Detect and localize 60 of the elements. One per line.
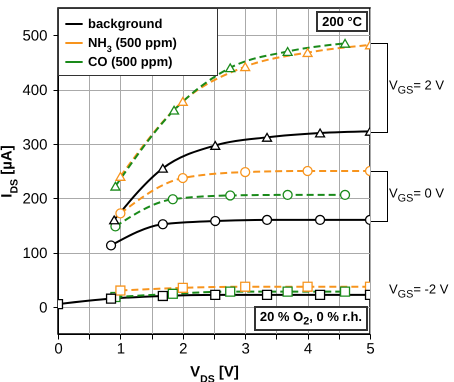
point bbox=[340, 190, 350, 200]
point bbox=[168, 106, 180, 115]
point bbox=[262, 132, 272, 142]
legend-label: NH$_{3}$ (500 ppm) bbox=[88, 35, 177, 54]
point bbox=[168, 194, 178, 204]
text: V$_{GS}$= -2 V bbox=[389, 282, 448, 300]
legend-label: background bbox=[88, 16, 162, 31]
y-tick-label: 300 bbox=[22, 136, 48, 154]
point bbox=[340, 38, 350, 48]
point bbox=[314, 214, 326, 226]
point bbox=[210, 216, 220, 226]
y-tick-label: 0 bbox=[39, 299, 48, 316]
point bbox=[158, 164, 168, 173]
point bbox=[240, 62, 250, 72]
point bbox=[262, 214, 272, 226]
x-tick-label: 1 bbox=[116, 340, 126, 358]
point bbox=[106, 294, 116, 304]
text: V$_{GS}$= 0 V bbox=[389, 186, 444, 205]
point bbox=[225, 190, 236, 201]
point bbox=[240, 166, 250, 178]
y-tick-label: 200 bbox=[22, 190, 48, 208]
point bbox=[302, 166, 313, 176]
annotation: 20 % O$_{2}$, 0 % r.h. bbox=[254, 306, 368, 331]
point bbox=[314, 290, 326, 300]
x-tick-label: 0 bbox=[54, 340, 63, 358]
y-tick-label: 400 bbox=[22, 82, 48, 99]
point bbox=[115, 172, 126, 181]
point bbox=[178, 96, 188, 106]
y-tick-label: 500 bbox=[22, 28, 48, 45]
point bbox=[262, 290, 272, 300]
point bbox=[302, 282, 313, 292]
point bbox=[106, 240, 116, 251]
point bbox=[115, 208, 126, 218]
x-tick-label: 5 bbox=[366, 340, 375, 358]
point bbox=[225, 63, 236, 72]
point bbox=[210, 290, 220, 300]
text: V$_{GS}$= 2 V bbox=[389, 78, 444, 97]
point bbox=[225, 286, 236, 297]
point bbox=[168, 288, 178, 299]
point bbox=[340, 286, 350, 297]
point bbox=[178, 282, 188, 293]
annotation: 200 °C bbox=[316, 11, 368, 32]
point bbox=[240, 282, 250, 292]
point bbox=[158, 219, 168, 230]
point bbox=[302, 48, 313, 58]
point bbox=[314, 128, 326, 138]
point bbox=[178, 172, 188, 184]
point bbox=[158, 290, 168, 302]
x-tick-label: 4 bbox=[304, 340, 312, 358]
x-tick-label: 2 bbox=[179, 340, 188, 358]
point bbox=[282, 46, 293, 56]
point bbox=[110, 182, 121, 191]
legend-label: CO (500 ppm) bbox=[88, 54, 173, 69]
point bbox=[282, 286, 293, 297]
point bbox=[282, 190, 293, 200]
y-tick-label: 100 bbox=[22, 245, 48, 262]
point bbox=[109, 215, 120, 224]
point bbox=[210, 140, 220, 150]
point bbox=[115, 285, 126, 296]
x-tick-label: 3 bbox=[242, 340, 250, 358]
